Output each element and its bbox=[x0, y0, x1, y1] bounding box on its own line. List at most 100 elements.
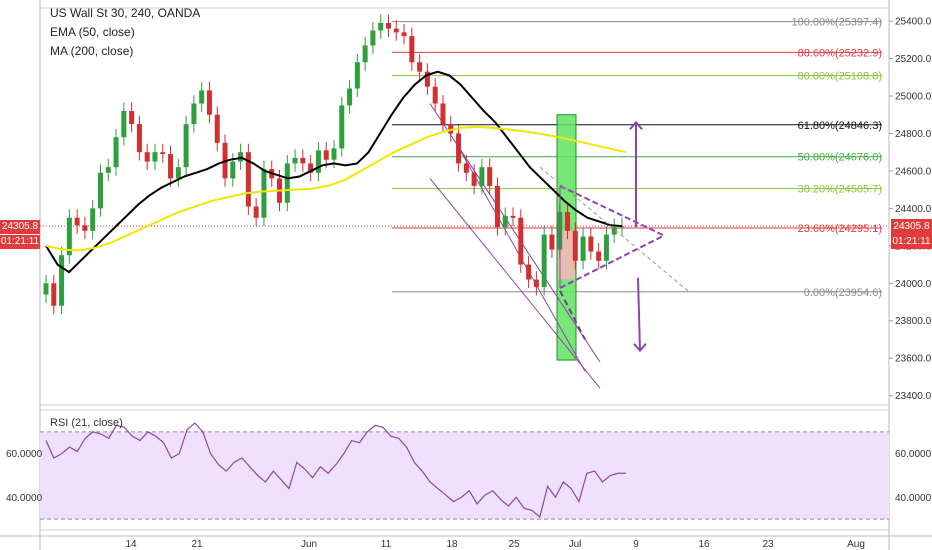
ema-50-line bbox=[45, 70, 623, 274]
candle-body bbox=[526, 264, 532, 280]
fib-level-label: 50.00%(24676.0) bbox=[798, 152, 882, 164]
candle-body bbox=[417, 62, 423, 72]
time-tick-label: Aug bbox=[847, 539, 865, 550]
fib-level-label: 80.00%(25108.8) bbox=[798, 71, 882, 83]
candle-body bbox=[331, 148, 337, 160]
time-tick-label: 21 bbox=[191, 539, 203, 550]
time-tick-label: 14 bbox=[125, 539, 137, 550]
time-tick-label: 16 bbox=[698, 539, 710, 550]
candle-body bbox=[43, 283, 49, 295]
candle-body bbox=[253, 206, 259, 218]
candle-body bbox=[323, 150, 329, 160]
candle-body bbox=[113, 137, 119, 168]
candle-body bbox=[183, 124, 189, 168]
channel-line bbox=[429, 178, 601, 389]
rsi-tick-label-left: 60.0000 bbox=[6, 449, 43, 460]
candle-body bbox=[479, 167, 485, 186]
down-arrow-head bbox=[633, 343, 647, 353]
price-tick-label: 24600.0 bbox=[895, 166, 932, 177]
candle-body bbox=[378, 22, 384, 31]
price-tick-label: 25000.0 bbox=[895, 92, 932, 103]
candle-body bbox=[136, 124, 142, 153]
candle-body bbox=[362, 45, 368, 63]
candle-body bbox=[502, 215, 508, 228]
candle-body bbox=[214, 114, 220, 143]
fib-level-label: 0.00%(23954.6) bbox=[804, 287, 882, 299]
right-time-badge: 01:21:11 bbox=[891, 234, 932, 249]
rsi-tick-label-left: 40.0000 bbox=[6, 493, 43, 504]
candle-body bbox=[66, 217, 72, 256]
price-panel bbox=[39, 7, 890, 406]
left-time-badge: 01:21:11 bbox=[0, 235, 40, 249]
candle-body bbox=[619, 226, 625, 228]
candle-body bbox=[339, 105, 345, 149]
fib-level-label: 38.20%(24505.7) bbox=[798, 184, 882, 196]
candle-body bbox=[596, 251, 602, 261]
candle-body bbox=[385, 22, 391, 29]
candle-body bbox=[315, 150, 321, 173]
candle-body bbox=[401, 32, 407, 37]
rsi-tick-label: 40.0000 bbox=[895, 493, 932, 504]
candle-body bbox=[144, 152, 150, 162]
candle-body bbox=[206, 90, 212, 115]
rsi-legend[interactable]: RSI (21, close) bbox=[50, 417, 123, 429]
candle-body bbox=[245, 152, 251, 207]
time-tick-label: 9 bbox=[633, 539, 639, 550]
candle-body bbox=[603, 234, 609, 261]
candle-body bbox=[51, 283, 57, 306]
candle-body bbox=[588, 236, 594, 252]
price-tick-label: 24000.0 bbox=[895, 279, 932, 290]
candle-body bbox=[199, 90, 205, 104]
candle-body bbox=[105, 167, 111, 173]
candle-body bbox=[191, 103, 197, 125]
candle-body bbox=[308, 163, 314, 173]
candle-body bbox=[292, 157, 298, 164]
candle-body bbox=[463, 163, 469, 173]
ema-legend[interactable]: EMA (50, close) bbox=[50, 25, 135, 39]
candle-body bbox=[487, 167, 493, 186]
candle-body bbox=[393, 28, 399, 33]
candle-body bbox=[510, 215, 516, 218]
candle-body bbox=[471, 172, 477, 186]
candle-body bbox=[354, 62, 360, 89]
red-highlight-box bbox=[558, 230, 575, 280]
candle-body bbox=[238, 152, 244, 162]
candle-body bbox=[230, 161, 236, 179]
fib-level-label: 100.00%(25397.4) bbox=[791, 17, 882, 29]
candle-body bbox=[152, 152, 158, 162]
price-tick-label: 25200.0 bbox=[895, 54, 932, 65]
candle-body bbox=[572, 230, 578, 261]
candle-body bbox=[74, 217, 80, 226]
time-tick-label: Jul bbox=[569, 539, 582, 550]
candle-body bbox=[300, 157, 306, 164]
price-tick-label: 24800.0 bbox=[895, 129, 932, 140]
triangle-upper-edge bbox=[559, 184, 665, 237]
candle-body bbox=[90, 208, 96, 231]
candle-body bbox=[347, 88, 353, 106]
candle-body bbox=[59, 255, 65, 306]
time-tick-label: 23 bbox=[762, 539, 774, 550]
candle-body bbox=[424, 71, 430, 87]
right-price-badge: 24305.8 bbox=[891, 219, 932, 234]
rsi-line bbox=[45, 422, 626, 518]
candle-body bbox=[456, 133, 462, 164]
candle-body bbox=[494, 185, 500, 228]
price-tick-label: 24400.0 bbox=[895, 204, 932, 215]
down-arrow-shaft bbox=[637, 277, 641, 351]
symbol-title: US Wall St 30, 240, OANDA bbox=[50, 6, 201, 20]
candle-body bbox=[533, 279, 539, 288]
time-tick-label: 25 bbox=[508, 539, 520, 550]
time-tick-label: Jun bbox=[301, 539, 317, 550]
candle-body bbox=[261, 169, 267, 218]
fib-level-label: 23.60%(24295.1) bbox=[798, 223, 882, 235]
projection-dashed bbox=[559, 290, 586, 340]
time-tick-label: 11 bbox=[381, 539, 392, 550]
candle-body bbox=[121, 110, 127, 138]
ma-legend[interactable]: MA (200, close) bbox=[50, 44, 134, 58]
candle-body bbox=[549, 234, 555, 250]
price-tick-label: 23800.0 bbox=[895, 316, 932, 327]
candle-body bbox=[129, 110, 135, 125]
candle-body bbox=[580, 236, 586, 261]
fib-level-label: 61.80%(24846.3) bbox=[798, 120, 882, 132]
